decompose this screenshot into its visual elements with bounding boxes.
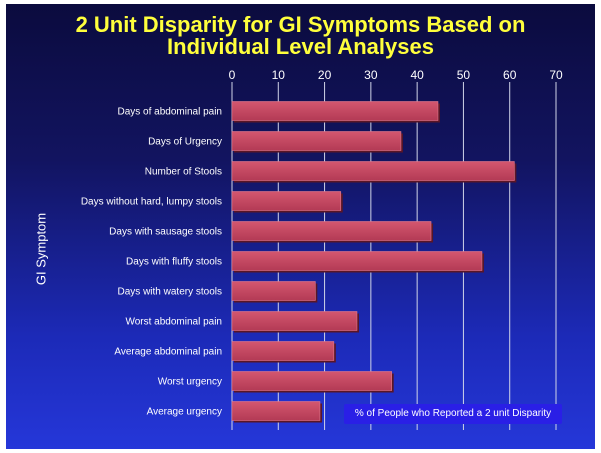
- bar: [231, 371, 392, 391]
- bar: [231, 221, 432, 241]
- category-label: Worst abdominal pain: [125, 317, 222, 328]
- category-label: Days with fluffy stools: [126, 257, 222, 268]
- chart-title: 2 Unit Disparity for GI Symptoms Based o…: [6, 14, 595, 58]
- category-label: Days of abdominal pain: [117, 107, 222, 118]
- bar: [231, 161, 515, 181]
- bar: [231, 341, 335, 361]
- bar: [231, 311, 358, 331]
- bar: [231, 401, 321, 421]
- x-tick-label: 40: [410, 68, 424, 82]
- category-label: Days with watery stools: [118, 287, 222, 298]
- chart-title-line-2: Individual Level Analyses: [167, 34, 434, 59]
- bar-chart: 0 10 20 30 40 50 60 70 Days of abdominal pain Day…: [81, 68, 563, 430]
- bar: [231, 281, 316, 301]
- chart-slide: 2 Unit Disparity for GI Symptoms Based o…: [6, 4, 595, 449]
- x-tick-label: 10: [272, 68, 286, 82]
- bar: [231, 191, 342, 211]
- x-tick-label: 20: [318, 68, 332, 82]
- category-label: Days with sausage stools: [109, 227, 222, 238]
- legend-box: % of People who Reported a 2 unit Dispar…: [344, 404, 562, 424]
- x-tick-label: 60: [503, 68, 517, 82]
- bar: [231, 131, 402, 151]
- category-label: Average urgency: [147, 407, 222, 418]
- category-label: Days without hard, lumpy stools: [81, 197, 222, 208]
- category-label: Days of Urgency: [148, 137, 222, 148]
- bar: [231, 101, 439, 121]
- x-tick-label: 0: [229, 68, 236, 82]
- chart-title-line-1: 2 Unit Disparity for GI Symptoms Based o…: [75, 12, 526, 37]
- category-label: Worst urgency: [158, 377, 222, 388]
- category-label: Average abdominal pain: [114, 347, 222, 358]
- x-tick-label: 70: [549, 68, 563, 82]
- x-tick-label: 30: [364, 68, 378, 82]
- x-tick-label: 50: [457, 68, 471, 82]
- category-label: Number of Stools: [145, 167, 222, 178]
- bar: [231, 251, 483, 271]
